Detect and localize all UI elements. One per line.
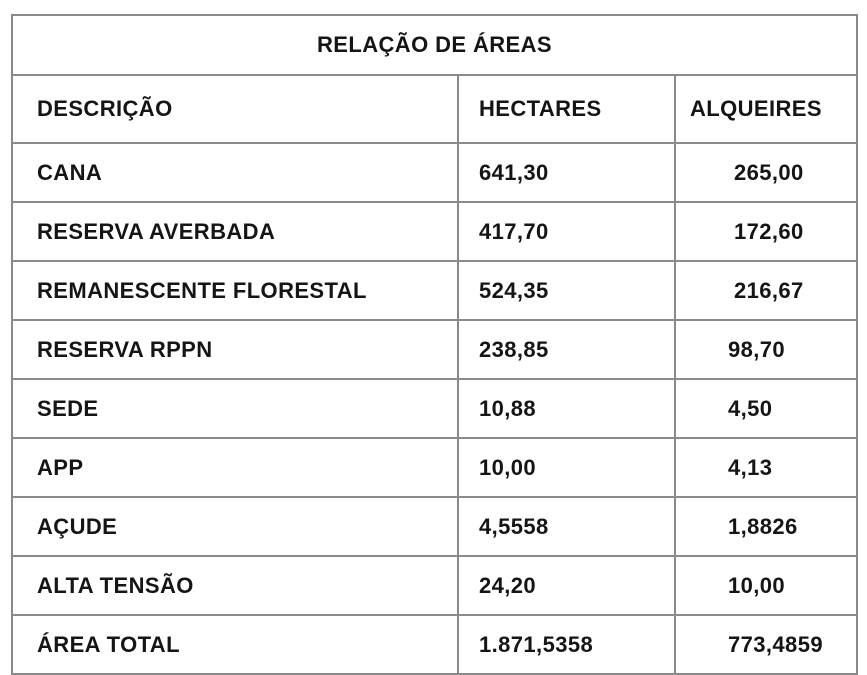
total-alqueires-cell: 773,4859	[673, 614, 859, 675]
row-alqueires: 4,50	[728, 395, 773, 421]
row-hectares: 4,5558	[457, 496, 676, 557]
table-row: RESERVA AVERBADA 417,70 172,60	[11, 201, 859, 262]
row-descricao: CANA	[11, 142, 459, 203]
document-page: RELAÇÃO DE ÁREAS DESCRIÇÃO HECTARES ALQU…	[10, 14, 859, 675]
row-alqueires: 265,00	[734, 159, 804, 185]
row-descricao: ALTA TENSÃO	[11, 555, 459, 616]
row-alqueires-cell: 4,13	[673, 437, 859, 498]
header-hectares: HECTARES	[457, 74, 676, 144]
area-table: RELAÇÃO DE ÁREAS DESCRIÇÃO HECTARES ALQU…	[10, 14, 859, 675]
table-total-row: ÁREA TOTAL 1.871,5358 773,4859	[11, 614, 859, 675]
row-descricao: REMANESCENTE FLORESTAL	[11, 260, 459, 321]
row-alqueires-cell: 4,50	[673, 378, 859, 439]
table-title-row: RELAÇÃO DE ÁREAS	[10, 14, 859, 76]
row-alqueires: 172,60	[734, 218, 804, 244]
row-alqueires-cell: 10,00	[673, 555, 859, 616]
row-hectares: 10,00	[457, 437, 676, 498]
table-row: AÇUDE 4,5558 1,8826	[11, 496, 859, 557]
table-row: CANA 641,30 265,00	[11, 142, 859, 203]
row-descricao: RESERVA AVERBADA	[11, 201, 459, 262]
table-row: ALTA TENSÃO 24,20 10,00	[11, 555, 859, 616]
row-hectares: 524,35	[457, 260, 676, 321]
row-alqueires: 98,70	[728, 336, 786, 362]
table-row: APP 10,00 4,13	[11, 437, 859, 498]
row-hectares: 417,70	[457, 201, 676, 262]
row-alqueires-cell: 1,8826	[673, 496, 859, 557]
row-alqueires: 1,8826	[728, 513, 798, 539]
total-descricao: ÁREA TOTAL	[11, 614, 459, 675]
total-alqueires: 773,4859	[728, 631, 823, 657]
row-alqueires-cell: 265,00	[673, 142, 859, 203]
row-descricao: AÇUDE	[11, 496, 459, 557]
table-header-row: DESCRIÇÃO HECTARES ALQUEIRES	[11, 74, 859, 144]
table-title: RELAÇÃO DE ÁREAS	[10, 14, 859, 76]
row-descricao: APP	[11, 437, 459, 498]
header-alqueires-cell: ALQUEIRES	[673, 74, 859, 144]
row-alqueires-cell: 172,60	[673, 201, 859, 262]
row-alqueires: 10,00	[728, 572, 786, 598]
row-hectares: 10,88	[457, 378, 676, 439]
total-hectares: 1.871,5358	[457, 614, 676, 675]
table-row: RESERVA RPPN 238,85 98,70	[11, 319, 859, 380]
row-descricao: RESERVA RPPN	[11, 319, 459, 380]
row-alqueires-cell: 98,70	[673, 319, 859, 380]
row-hectares: 24,20	[457, 555, 676, 616]
row-descricao: SEDE	[11, 378, 459, 439]
row-hectares: 238,85	[457, 319, 676, 380]
header-descricao: DESCRIÇÃO	[11, 74, 459, 144]
header-alqueires: ALQUEIRES	[690, 96, 822, 121]
row-alqueires-cell: 216,67	[673, 260, 859, 321]
row-alqueires: 4,13	[728, 454, 773, 480]
row-alqueires: 216,67	[734, 277, 804, 303]
table-row: SEDE 10,88 4,50	[11, 378, 859, 439]
table-row: REMANESCENTE FLORESTAL 524,35 216,67	[11, 260, 859, 321]
row-hectares: 641,30	[457, 142, 676, 203]
